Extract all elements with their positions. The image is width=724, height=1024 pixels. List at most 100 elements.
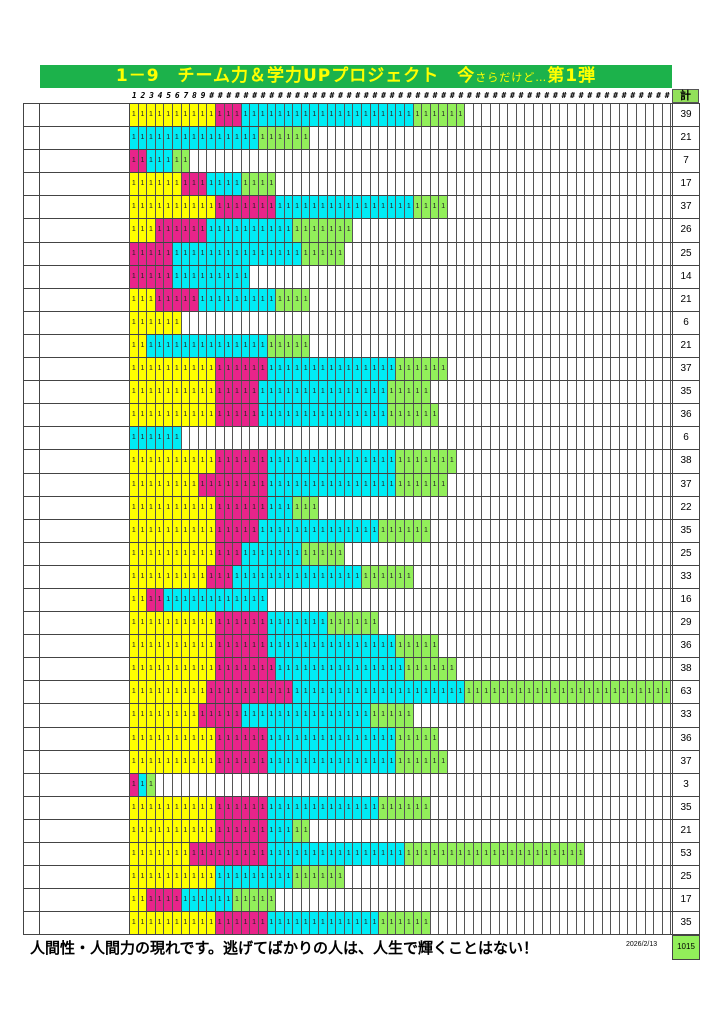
tally-cell-empty[interactable] (362, 773, 371, 796)
tally-cell-empty[interactable] (405, 427, 414, 450)
tally-cell-empty[interactable] (439, 866, 448, 889)
tally-cell-empty[interactable] (594, 773, 603, 796)
tally-cell-empty[interactable] (379, 288, 388, 311)
tally-cell-empty[interactable] (508, 127, 517, 150)
tally-cell-filled[interactable]: 1 (362, 473, 371, 496)
tally-cell-filled[interactable]: 1 (138, 588, 148, 612)
tally-cell-empty[interactable] (482, 219, 491, 242)
index-cell[interactable] (23, 912, 40, 935)
tally-cell-empty[interactable] (422, 173, 431, 196)
tally-cell-empty[interactable] (268, 588, 277, 612)
tally-cell-filled[interactable]: 1 (130, 773, 139, 796)
tally-cell-filled[interactable]: 1 (190, 704, 199, 727)
tally-cell-empty[interactable] (448, 288, 457, 311)
tally-cell-filled[interactable]: 1 (215, 242, 225, 265)
tally-cell-filled[interactable]: 1 (147, 635, 156, 658)
tally-cell-filled[interactable]: 1 (258, 727, 268, 750)
tally-cell-empty[interactable] (353, 819, 363, 842)
tally-cell-filled[interactable]: 1 (181, 588, 191, 612)
tally-cell-filled[interactable]: 1 (430, 658, 440, 681)
tally-cell-empty[interactable] (611, 219, 620, 242)
tally-cell-empty[interactable] (474, 819, 483, 842)
tally-cell-filled[interactable]: 1 (224, 542, 234, 565)
tally-cell-filled[interactable]: 1 (319, 866, 328, 889)
tally-cell-empty[interactable] (345, 311, 354, 334)
tally-cell-empty[interactable] (259, 311, 268, 334)
tally-cell-filled[interactable]: 1 (439, 450, 448, 473)
tally-cell-empty[interactable] (457, 496, 466, 519)
tally-cell-filled[interactable]: 1 (241, 196, 251, 219)
tally-cell-empty[interactable] (663, 819, 672, 842)
tally-cell-empty[interactable] (628, 704, 638, 727)
tally-cell-empty[interactable] (654, 519, 663, 542)
tally-cell-filled[interactable]: 1 (155, 381, 165, 404)
tally-cell-empty[interactable] (388, 311, 397, 334)
tally-cell-empty[interactable] (233, 311, 242, 334)
tally-cell-filled[interactable]: 1 (190, 173, 199, 196)
tally-cell-empty[interactable] (603, 104, 612, 127)
tally-cell-empty[interactable] (457, 866, 466, 889)
tally-cell-filled[interactable]: 1 (276, 496, 285, 519)
tally-cell-filled[interactable]: 1 (551, 843, 560, 866)
tally-cell-empty[interactable] (508, 358, 517, 381)
tally-cell-empty[interactable] (319, 265, 328, 288)
tally-cell-filled[interactable]: 1 (405, 450, 414, 473)
tally-cell-empty[interactable] (362, 288, 371, 311)
tally-cell-filled[interactable]: 1 (250, 496, 259, 519)
tally-cell-empty[interactable] (508, 104, 517, 127)
tally-cell-empty[interactable] (448, 127, 457, 150)
tally-cell-filled[interactable]: 1 (387, 704, 397, 727)
tally-cell-empty[interactable] (508, 519, 517, 542)
tally-cell-filled[interactable]: 1 (387, 519, 397, 542)
tally-cell-empty[interactable] (276, 588, 285, 612)
tally-cell-empty[interactable] (457, 404, 466, 427)
tally-cell-empty[interactable] (431, 704, 440, 727)
tally-cell-empty[interactable] (611, 635, 620, 658)
tally-cell-empty[interactable] (345, 127, 354, 150)
tally-cell-empty[interactable] (577, 404, 586, 427)
tally-cell-empty[interactable] (603, 311, 612, 334)
tally-cell-empty[interactable] (457, 889, 466, 912)
tally-cell-filled[interactable]: 1 (413, 658, 423, 681)
tally-cell-filled[interactable]: 1 (301, 288, 311, 311)
tally-cell-filled[interactable]: 1 (190, 565, 199, 588)
tally-cell-filled[interactable]: 1 (233, 242, 242, 265)
tally-cell-filled[interactable]: 1 (224, 727, 234, 750)
tally-cell-empty[interactable] (543, 635, 552, 658)
tally-cell-empty[interactable] (379, 612, 388, 635)
tally-cell-empty[interactable] (637, 311, 646, 334)
tally-cell-filled[interactable]: 1 (344, 519, 354, 542)
name-cell[interactable] (40, 127, 130, 150)
tally-cell-filled[interactable]: 1 (172, 173, 182, 196)
tally-cell-empty[interactable] (328, 173, 337, 196)
tally-cell-empty[interactable] (396, 288, 405, 311)
tally-cell-empty[interactable] (285, 173, 294, 196)
tally-cell-filled[interactable]: 1 (215, 658, 225, 681)
tally-cell-empty[interactable] (388, 173, 397, 196)
tally-cell-empty[interactable] (663, 658, 672, 681)
tally-cell-empty[interactable] (517, 450, 526, 473)
tally-cell-empty[interactable] (654, 750, 663, 773)
tally-cell-empty[interactable] (525, 588, 534, 612)
tally-cell-filled[interactable]: 1 (198, 334, 208, 358)
tally-cell-empty[interactable] (534, 404, 543, 427)
tally-cell-filled[interactable]: 1 (319, 404, 328, 427)
tally-cell-filled[interactable]: 1 (353, 404, 363, 427)
tally-cell-filled[interactable]: 1 (353, 704, 363, 727)
tally-cell-empty[interactable] (448, 196, 457, 219)
tally-cell-empty[interactable] (431, 288, 440, 311)
tally-cell-filled[interactable]: 1 (301, 334, 311, 358)
tally-cell-empty[interactable] (603, 150, 612, 173)
tally-cell-filled[interactable]: 1 (130, 196, 139, 219)
tally-cell-filled[interactable]: 1 (456, 843, 466, 866)
tally-cell-empty[interactable] (379, 889, 388, 912)
tally-cell-filled[interactable]: 1 (310, 658, 320, 681)
tally-cell-filled[interactable]: 1 (250, 358, 259, 381)
tally-cell-empty[interactable] (302, 311, 311, 334)
tally-cell-filled[interactable]: 1 (130, 819, 139, 842)
tally-cell-filled[interactable]: 1 (138, 473, 148, 496)
tally-cell-filled[interactable]: 1 (319, 750, 328, 773)
tally-cell-empty[interactable] (491, 219, 500, 242)
tally-cell-filled[interactable]: 1 (387, 796, 397, 819)
tally-cell-empty[interactable] (646, 311, 655, 334)
